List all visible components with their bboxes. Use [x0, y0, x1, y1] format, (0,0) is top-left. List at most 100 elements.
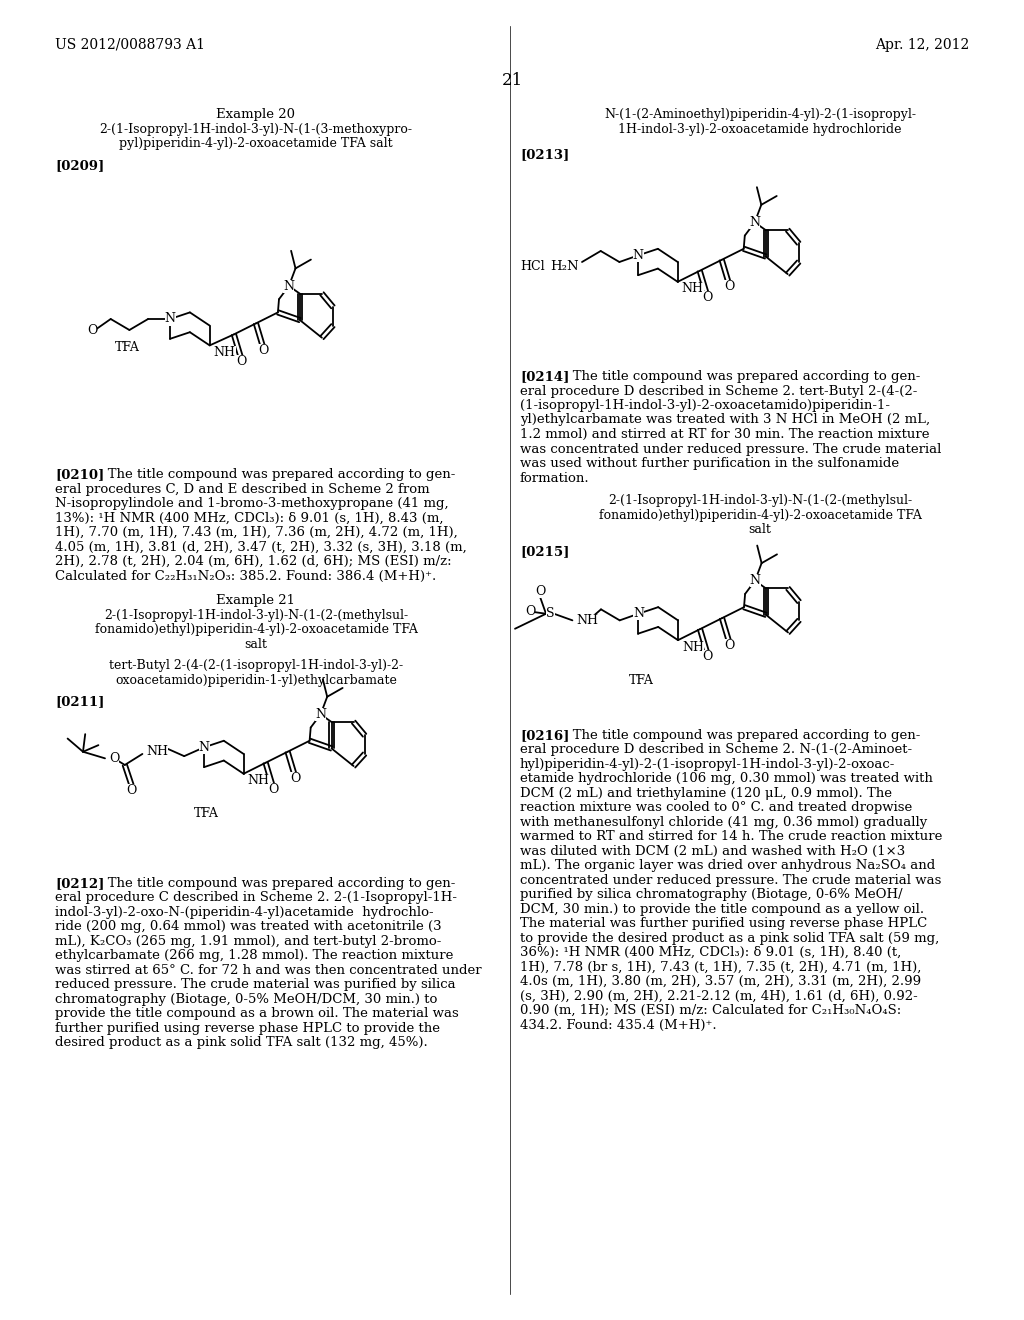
- Text: eral procedure D described in Scheme 2. tert-Butyl 2-(4-(2-: eral procedure D described in Scheme 2. …: [520, 384, 918, 397]
- Text: was stirred at 65° C. for 72 h and was then concentrated under: was stirred at 65° C. for 72 h and was t…: [55, 964, 481, 977]
- Text: pyl)piperidin-4-yl)-2-oxoacetamide TFA salt: pyl)piperidin-4-yl)-2-oxoacetamide TFA s…: [119, 137, 393, 150]
- Text: mL), K₂CO₃ (265 mg, 1.91 mmol), and tert-butyl 2-bromo-: mL), K₂CO₃ (265 mg, 1.91 mmol), and tert…: [55, 935, 441, 948]
- Text: 2-(1-Isopropyl-1H-indol-3-yl)-N-(1-(2-(methylsul-: 2-(1-Isopropyl-1H-indol-3-yl)-N-(1-(2-(m…: [104, 609, 408, 622]
- Text: [0214]: [0214]: [520, 370, 569, 383]
- Text: etamide hydrochloride (106 mg, 0.30 mmol) was treated with: etamide hydrochloride (106 mg, 0.30 mmol…: [520, 772, 933, 785]
- Text: N: N: [165, 313, 175, 326]
- Text: O: O: [126, 784, 136, 797]
- Text: O: O: [702, 292, 713, 305]
- Text: purified by silica chromatography (Biotage, 0-6% MeOH/: purified by silica chromatography (Biota…: [520, 888, 902, 902]
- Text: N-(1-(2-Aminoethyl)piperidin-4-yl)-2-(1-isopropyl-: N-(1-(2-Aminoethyl)piperidin-4-yl)-2-(1-…: [604, 108, 916, 121]
- Text: O: O: [87, 323, 97, 337]
- Text: ethylcarbamate (266 mg, 1.28 mmol). The reaction mixture: ethylcarbamate (266 mg, 1.28 mmol). The …: [55, 949, 454, 962]
- Text: O: O: [290, 772, 300, 785]
- Text: N: N: [633, 607, 644, 620]
- Text: O: O: [109, 752, 120, 764]
- Text: O: O: [258, 345, 268, 356]
- Text: 36%): ¹H NMR (400 MHz, CDCl₃): δ 9.01 (s, 1H), 8.40 (t,: 36%): ¹H NMR (400 MHz, CDCl₃): δ 9.01 (s…: [520, 946, 901, 960]
- Text: fonamido)ethyl)piperidin-4-yl)-2-oxoacetamide TFA: fonamido)ethyl)piperidin-4-yl)-2-oxoacet…: [94, 623, 418, 636]
- Text: 2-(1-Isopropyl-1H-indol-3-yl)-N-(1-(2-(methylsul-: 2-(1-Isopropyl-1H-indol-3-yl)-N-(1-(2-(m…: [608, 494, 912, 507]
- Text: with methanesulfonyl chloride (41 mg, 0.36 mmol) gradually: with methanesulfonyl chloride (41 mg, 0.…: [520, 816, 928, 829]
- Text: yl)ethylcarbamate was treated with 3 N HCl in MeOH (2 mL,: yl)ethylcarbamate was treated with 3 N H…: [520, 413, 930, 426]
- Text: 0.90 (m, 1H); MS (ESI) m/z: Calculated for C₂₁H₃₀N₄O₄S:: 0.90 (m, 1H); MS (ESI) m/z: Calculated f…: [520, 1005, 901, 1018]
- Text: O: O: [724, 280, 734, 293]
- Text: DCM, 30 min.) to provide the title compound as a yellow oil.: DCM, 30 min.) to provide the title compo…: [520, 903, 924, 916]
- Text: salt: salt: [245, 638, 267, 651]
- Text: 1H), 7.78 (br s, 1H), 7.43 (t, 1H), 7.35 (t, 2H), 4.71 (m, 1H),: 1H), 7.78 (br s, 1H), 7.43 (t, 1H), 7.35…: [520, 961, 922, 974]
- Text: 1.2 mmol) and stirred at RT for 30 min. The reaction mixture: 1.2 mmol) and stirred at RT for 30 min. …: [520, 428, 930, 441]
- Text: O: O: [525, 606, 536, 618]
- Text: N: N: [315, 708, 326, 721]
- Text: O: O: [237, 355, 247, 368]
- Text: N: N: [750, 216, 760, 228]
- Text: O: O: [268, 783, 279, 796]
- Text: The title compound was prepared according to gen-: The title compound was prepared accordin…: [560, 370, 921, 383]
- Text: warmed to RT and stirred for 14 h. The crude reaction mixture: warmed to RT and stirred for 14 h. The c…: [520, 830, 942, 843]
- Text: Apr. 12, 2012: Apr. 12, 2012: [874, 38, 969, 51]
- Text: (1-isopropyl-1H-indol-3-yl)-2-oxoacetamido)piperidin-1-: (1-isopropyl-1H-indol-3-yl)-2-oxoacetami…: [520, 399, 890, 412]
- Text: Calculated for C₂₂H₃₁N₂O₃: 385.2. Found: 386.4 (M+H)⁺.: Calculated for C₂₂H₃₁N₂O₃: 385.2. Found:…: [55, 569, 436, 582]
- Text: [0213]: [0213]: [520, 149, 569, 161]
- Text: NH: NH: [248, 775, 269, 787]
- Text: N: N: [284, 280, 295, 293]
- Text: The title compound was prepared according to gen-: The title compound was prepared accordin…: [95, 876, 456, 890]
- Text: eral procedure C described in Scheme 2. 2-(1-Isopropyl-1H-: eral procedure C described in Scheme 2. …: [55, 891, 457, 904]
- Text: TFA: TFA: [115, 341, 140, 354]
- Text: 4.0s (m, 1H), 3.80 (m, 2H), 3.57 (m, 2H), 3.31 (m, 2H), 2.99: 4.0s (m, 1H), 3.80 (m, 2H), 3.57 (m, 2H)…: [520, 975, 922, 989]
- Text: The title compound was prepared according to gen-: The title compound was prepared accordin…: [95, 469, 456, 480]
- Text: formation.: formation.: [520, 471, 590, 484]
- Text: [0212]: [0212]: [55, 876, 104, 890]
- Text: The material was further purified using reverse phase HPLC: The material was further purified using …: [520, 917, 928, 931]
- Text: [0209]: [0209]: [55, 158, 104, 172]
- Text: O: O: [535, 585, 545, 598]
- Text: HCl: HCl: [520, 260, 545, 273]
- Text: NH: NH: [214, 346, 236, 359]
- Text: O: O: [702, 649, 713, 663]
- Text: NH: NH: [682, 282, 703, 296]
- Text: 434.2. Found: 435.4 (M+H)⁺.: 434.2. Found: 435.4 (M+H)⁺.: [520, 1019, 717, 1032]
- Text: 2-(1-Isopropyl-1H-indol-3-yl)-N-(1-(3-methoxypro-: 2-(1-Isopropyl-1H-indol-3-yl)-N-(1-(3-me…: [99, 123, 413, 136]
- Text: Example 20: Example 20: [216, 108, 296, 121]
- Text: reduced pressure. The crude material was purified by silica: reduced pressure. The crude material was…: [55, 978, 456, 991]
- Text: TFA: TFA: [629, 673, 653, 686]
- Text: chromatography (Biotage, 0-5% MeOH/DCM, 30 min.) to: chromatography (Biotage, 0-5% MeOH/DCM, …: [55, 993, 437, 1006]
- Text: provide the title compound as a brown oil. The material was: provide the title compound as a brown oi…: [55, 1007, 459, 1020]
- Text: NH: NH: [146, 746, 168, 759]
- Text: 2H), 2.78 (t, 2H), 2.04 (m, 6H), 1.62 (d, 6H); MS (ESI) m/z:: 2H), 2.78 (t, 2H), 2.04 (m, 6H), 1.62 (d…: [55, 554, 452, 568]
- Text: was diluted with DCM (2 mL) and washed with H₂O (1×3: was diluted with DCM (2 mL) and washed w…: [520, 845, 905, 858]
- Text: [0216]: [0216]: [520, 729, 569, 742]
- Text: eral procedure D described in Scheme 2. N-(1-(2-Aminoet-: eral procedure D described in Scheme 2. …: [520, 743, 912, 756]
- Text: desired product as a pink solid TFA salt (132 mg, 45%).: desired product as a pink solid TFA salt…: [55, 1036, 428, 1049]
- Text: 21: 21: [502, 73, 522, 88]
- Text: was concentrated under reduced pressure. The crude material: was concentrated under reduced pressure.…: [520, 442, 941, 455]
- Text: oxoacetamido)piperidin-1-yl)ethylcarbamate: oxoacetamido)piperidin-1-yl)ethylcarbama…: [115, 673, 397, 686]
- Text: The title compound was prepared according to gen-: The title compound was prepared accordin…: [560, 729, 921, 742]
- Text: [0215]: [0215]: [520, 545, 569, 558]
- Text: to provide the desired product as a pink solid TFA salt (59 mg,: to provide the desired product as a pink…: [520, 932, 939, 945]
- Text: fonamido)ethyl)piperidin-4-yl)-2-oxoacetamide TFA: fonamido)ethyl)piperidin-4-yl)-2-oxoacet…: [599, 508, 922, 521]
- Text: Example 21: Example 21: [216, 594, 296, 607]
- Text: [0211]: [0211]: [55, 696, 104, 709]
- Text: N: N: [199, 741, 210, 754]
- Text: tert-Butyl 2-(4-(2-(1-isopropyl-1H-indol-3-yl)-2-: tert-Butyl 2-(4-(2-(1-isopropyl-1H-indol…: [109, 659, 403, 672]
- Text: ride (200 mg, 0.64 mmol) was treated with acetonitrile (3: ride (200 mg, 0.64 mmol) was treated wit…: [55, 920, 441, 933]
- Text: S: S: [546, 607, 555, 620]
- Text: (s, 3H), 2.90 (m, 2H), 2.21-2.12 (m, 4H), 1.61 (d, 6H), 0.92-: (s, 3H), 2.90 (m, 2H), 2.21-2.12 (m, 4H)…: [520, 990, 918, 1003]
- Text: hyl)piperidin-4-yl)-2-(1-isopropyl-1H-indol-3-yl)-2-oxoac-: hyl)piperidin-4-yl)-2-(1-isopropyl-1H-in…: [520, 758, 895, 771]
- Text: NH: NH: [577, 614, 598, 627]
- Text: indol-3-yl)-2-oxo-N-(piperidin-4-yl)acetamide  hydrochlo-: indol-3-yl)-2-oxo-N-(piperidin-4-yl)acet…: [55, 906, 433, 919]
- Text: further purified using reverse phase HPLC to provide the: further purified using reverse phase HPL…: [55, 1022, 440, 1035]
- Text: concentrated under reduced pressure. The crude material was: concentrated under reduced pressure. The…: [520, 874, 941, 887]
- Text: mL). The organic layer was dried over anhydrous Na₂SO₄ and: mL). The organic layer was dried over an…: [520, 859, 935, 873]
- Text: N: N: [633, 249, 644, 261]
- Text: 4.05 (m, 1H), 3.81 (d, 2H), 3.47 (t, 2H), 3.32 (s, 3H), 3.18 (m,: 4.05 (m, 1H), 3.81 (d, 2H), 3.47 (t, 2H)…: [55, 540, 467, 553]
- Text: N: N: [750, 574, 761, 587]
- Text: reaction mixture was cooled to 0° C. and treated dropwise: reaction mixture was cooled to 0° C. and…: [520, 801, 912, 814]
- Text: was used without further purification in the sulfonamide: was used without further purification in…: [520, 457, 899, 470]
- Text: TFA: TFA: [194, 808, 219, 820]
- Text: 13%): ¹H NMR (400 MHz, CDCl₃): δ 9.01 (s, 1H), 8.43 (m,: 13%): ¹H NMR (400 MHz, CDCl₃): δ 9.01 (s…: [55, 511, 443, 524]
- Text: H₂N: H₂N: [550, 260, 579, 273]
- Text: O: O: [724, 639, 735, 652]
- Text: DCM (2 mL) and triethylamine (120 μL, 0.9 mmol). The: DCM (2 mL) and triethylamine (120 μL, 0.…: [520, 787, 892, 800]
- Text: N-isopropylindole and 1-bromo-3-methoxypropane (41 mg,: N-isopropylindole and 1-bromo-3-methoxyp…: [55, 498, 449, 510]
